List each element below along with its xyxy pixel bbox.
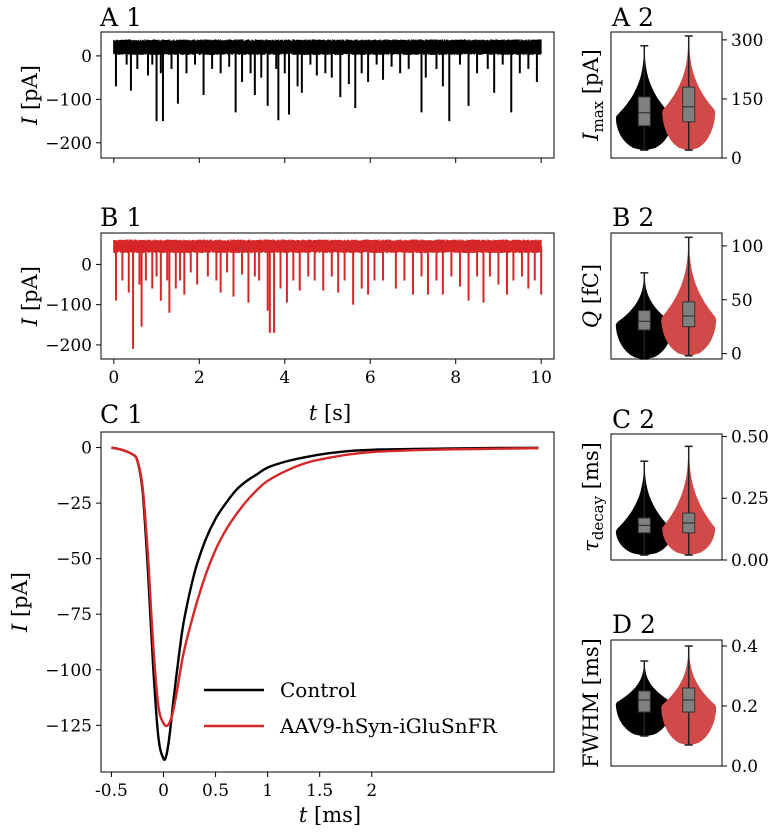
chart-b2: B 2 0 50 100 Q [fC]	[579, 203, 763, 365]
iqr-box	[682, 301, 696, 328]
panel-label: B 1	[100, 203, 142, 232]
y-tick-label: 0.00	[731, 551, 769, 571]
y-tick-label: −75	[56, 605, 92, 625]
chart-a2: A 2 0 150 300 Imax [pA]	[579, 3, 763, 169]
legend-label: AAV9-hSyn-iGluSnFR	[279, 714, 497, 738]
panel-label: B 2	[612, 203, 654, 232]
y-axis-label: I [pA]	[18, 65, 42, 126]
legend: Control AAV9-hSyn-iGluSnFR	[204, 678, 497, 738]
y-tick-label: 0	[81, 47, 92, 67]
x-tick-label: 4	[279, 368, 290, 388]
y-tick-label: 0	[81, 439, 92, 459]
y-tick-label: −100	[45, 661, 92, 681]
y-tick-label: −200	[45, 134, 92, 154]
y-axis-label: I [pA]	[18, 266, 42, 327]
y-tick-label: 0.2	[731, 697, 758, 717]
chart-b1: B 1 0 −100 −200 0 2 4 6 8 10 I [pA] t [s]	[18, 203, 555, 425]
line-control	[111, 446, 539, 761]
axes-frame	[610, 31, 723, 159]
y-axis-label: I [pA]	[8, 572, 32, 633]
y-axis-label: τdecay [ms]	[579, 442, 607, 552]
y-tick-label: −25	[56, 494, 92, 514]
x-tick-label: 1	[262, 781, 273, 801]
x-tick-label: 2	[366, 781, 377, 801]
axes-frame	[100, 232, 555, 360]
panel-label: A 2	[611, 3, 654, 32]
axes-frame	[610, 433, 723, 561]
y-axis-label: FWHM [ms]	[579, 638, 603, 768]
y-axis-label: Imax [pA]	[579, 49, 607, 142]
y-axis-label: Q [fC]	[579, 264, 603, 328]
x-tick-label: 8	[450, 368, 461, 388]
y-tick-label: 0.50	[731, 427, 769, 447]
x-tick-label: 0	[108, 368, 119, 388]
axes-frame	[610, 232, 723, 360]
y-tick-label: 0	[731, 149, 742, 169]
x-tick-label: 0	[158, 781, 169, 801]
y-tick-label: 0	[81, 255, 92, 275]
axes-frame	[610, 639, 723, 767]
y-tick-label: 0.0	[731, 757, 758, 777]
y-tick-label: −100	[45, 296, 92, 316]
panel-label: C 2	[612, 405, 655, 434]
axes-frame	[100, 431, 555, 773]
y-tick-label: 0.25	[731, 489, 769, 509]
y-tick-label: 300	[731, 31, 763, 51]
x-tick-label: 1.5	[306, 781, 333, 801]
chart-c1: C 1 0 −25 −50 −75 −100 −125 -0.5 0 0.5 1 1.5 2 I [pA]…	[8, 400, 555, 827]
iqr-box	[637, 96, 651, 127]
y-tick-label: 0	[731, 345, 742, 365]
x-tick-label: -0.5	[95, 781, 128, 801]
legend-label: Control	[280, 678, 356, 702]
chart-c2: C 2 0.00 0.25 0.50 τdecay [ms]	[579, 405, 769, 571]
panel-label: C 1	[100, 400, 143, 429]
y-tick-label: −100	[45, 90, 92, 110]
x-tick-label: 6	[365, 368, 376, 388]
x-tick-label: 2	[194, 368, 205, 388]
axes-frame	[100, 31, 555, 159]
y-tick-label: 150	[731, 90, 763, 110]
y-tick-label: −200	[45, 336, 92, 356]
y-tick-label: −50	[56, 550, 92, 570]
x-axis-label: t [ms]	[299, 803, 361, 827]
chart-d2: D 2 0.0 0.2 0.4 FWHM [ms]	[579, 610, 758, 777]
panel-label: D 2	[612, 610, 656, 639]
x-tick-label: 10	[530, 368, 552, 388]
iqr-box	[637, 310, 651, 331]
panel-label: A 1	[99, 3, 142, 32]
line-iglusnfr	[111, 446, 539, 728]
iqr-box	[637, 690, 651, 713]
y-tick-label: −125	[45, 716, 92, 736]
y-tick-label: 50	[731, 291, 753, 311]
y-tick-label: 100	[731, 237, 763, 257]
x-axis-label: t [s]	[309, 401, 351, 425]
iqr-box	[682, 86, 696, 123]
y-tick-label: 0.4	[731, 637, 758, 657]
x-tick-label: 0.5	[202, 781, 229, 801]
